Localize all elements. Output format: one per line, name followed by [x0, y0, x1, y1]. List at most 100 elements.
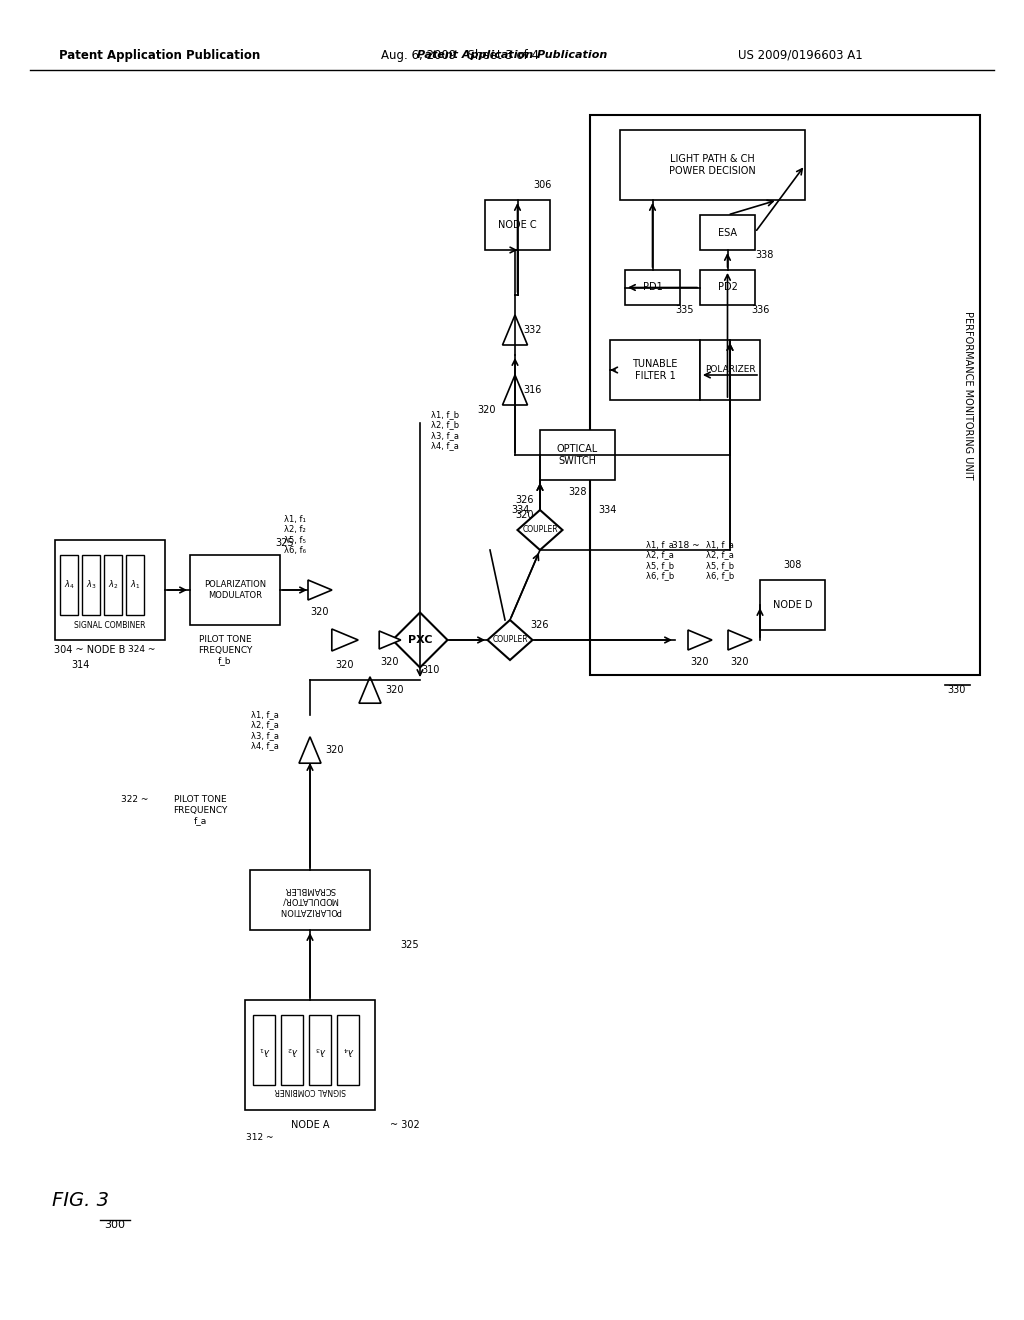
- Text: 332: 332: [523, 325, 543, 335]
- Bar: [625, 271, 680, 305]
- Bar: [82, 554, 100, 615]
- Bar: [760, 579, 825, 630]
- Text: TUNABLE
FILTER 1: TUNABLE FILTER 1: [632, 359, 678, 380]
- Text: 325: 325: [400, 940, 419, 950]
- Text: PILOT TONE
FREQUENCY
f_a: PILOT TONE FREQUENCY f_a: [173, 795, 227, 825]
- Text: FIG. 3: FIG. 3: [51, 1191, 109, 1209]
- Polygon shape: [517, 510, 562, 550]
- Bar: [281, 1015, 303, 1085]
- Text: λ1, f_a
λ2, f_a
λ5, f_b
λ6, f_b: λ1, f_a λ2, f_a λ5, f_b λ6, f_b: [706, 540, 734, 579]
- Text: POLARIZATION
MODULATOR/
SCRAMBLER: POLARIZATION MODULATOR/ SCRAMBLER: [279, 886, 341, 915]
- Text: 312 ~: 312 ~: [246, 1134, 273, 1143]
- Text: COUPLER: COUPLER: [493, 635, 527, 644]
- Text: NODE C: NODE C: [499, 220, 537, 230]
- Text: 316: 316: [524, 385, 542, 395]
- Text: λ1, f_b
λ2, f_b
λ3, f_a
λ4, f_a: λ1, f_b λ2, f_b λ3, f_a λ4, f_a: [431, 411, 459, 450]
- Text: NODE A: NODE A: [291, 1119, 330, 1130]
- Text: SIGNAL COMBINER: SIGNAL COMBINER: [75, 620, 145, 630]
- Text: PD2: PD2: [718, 282, 737, 293]
- Text: 322 ~: 322 ~: [121, 796, 148, 804]
- Bar: [485, 201, 550, 249]
- Text: 326: 326: [516, 495, 535, 506]
- Bar: [610, 341, 700, 400]
- Bar: [245, 1001, 375, 1110]
- Text: Aug. 6, 2009   Sheet 3 of 4: Aug. 6, 2009 Sheet 3 of 4: [381, 49, 539, 62]
- Bar: [190, 554, 280, 624]
- Text: 324 ~: 324 ~: [128, 645, 155, 655]
- Polygon shape: [688, 630, 712, 649]
- Text: 320: 320: [381, 657, 399, 667]
- Bar: [700, 215, 755, 249]
- Text: 335: 335: [676, 305, 694, 315]
- Polygon shape: [332, 630, 358, 651]
- Text: 318 ~: 318 ~: [673, 540, 700, 549]
- Text: 314: 314: [71, 660, 89, 671]
- Text: 304 ~ NODE B: 304 ~ NODE B: [54, 645, 126, 655]
- Bar: [104, 554, 122, 615]
- Text: 338: 338: [756, 249, 774, 260]
- Bar: [60, 554, 78, 615]
- Text: 334: 334: [511, 506, 529, 515]
- Text: 334: 334: [598, 506, 616, 515]
- Text: 320: 320: [326, 744, 344, 755]
- Text: POLARIZATION
MODULATOR: POLARIZATION MODULATOR: [204, 581, 266, 599]
- Text: $\lambda_1$: $\lambda_1$: [130, 578, 140, 591]
- Polygon shape: [308, 579, 332, 601]
- Text: 320: 320: [336, 660, 354, 671]
- Bar: [337, 1015, 359, 1085]
- Text: PD1: PD1: [643, 282, 663, 293]
- Bar: [540, 430, 615, 480]
- Bar: [700, 341, 760, 400]
- Text: COUPLER: COUPLER: [522, 525, 558, 535]
- Bar: [700, 271, 755, 305]
- Text: 310: 310: [421, 665, 439, 675]
- Text: PILOT TONE
FREQUENCY
f_b: PILOT TONE FREQUENCY f_b: [198, 635, 252, 665]
- Polygon shape: [359, 677, 381, 704]
- Bar: [55, 540, 165, 640]
- Bar: [309, 1015, 331, 1085]
- Text: 325: 325: [275, 539, 294, 548]
- Text: $\lambda_4$: $\lambda_4$: [342, 1044, 353, 1056]
- Text: 320: 320: [516, 510, 535, 520]
- Text: 326: 326: [530, 620, 549, 630]
- Text: 320: 320: [386, 685, 404, 696]
- Text: NODE D: NODE D: [773, 601, 812, 610]
- Bar: [126, 554, 144, 615]
- Text: $\lambda_3$: $\lambda_3$: [86, 578, 96, 591]
- Text: 320: 320: [310, 607, 330, 616]
- Text: ~ 302: ~ 302: [390, 1119, 420, 1130]
- Text: $\lambda_3$: $\lambda_3$: [314, 1044, 326, 1056]
- Text: US 2009/0196603 A1: US 2009/0196603 A1: [737, 49, 862, 62]
- Text: Patent Application Publication: Patent Application Publication: [59, 49, 261, 62]
- Text: $\lambda_1$: $\lambda_1$: [258, 1044, 269, 1056]
- Polygon shape: [503, 315, 527, 345]
- Text: 308: 308: [783, 560, 802, 570]
- Text: λ1, f_a
λ2, f_a
λ3, f_a
λ4, f_a: λ1, f_a λ2, f_a λ3, f_a λ4, f_a: [251, 710, 279, 750]
- Text: 328: 328: [568, 487, 587, 498]
- Bar: [590, 115, 980, 675]
- Text: 320: 320: [478, 405, 497, 414]
- Polygon shape: [299, 737, 321, 763]
- Text: 320: 320: [691, 657, 710, 667]
- Text: LIGHT PATH & CH
POWER DECISION: LIGHT PATH & CH POWER DECISION: [669, 154, 756, 176]
- Text: $\lambda_2$: $\lambda_2$: [287, 1044, 298, 1056]
- Polygon shape: [379, 631, 400, 649]
- Text: 300: 300: [104, 1220, 126, 1230]
- Bar: [620, 129, 805, 201]
- Text: ESA: ESA: [718, 227, 737, 238]
- Bar: [253, 1015, 275, 1085]
- Text: POLARIZER: POLARIZER: [705, 366, 756, 375]
- Text: λ1, f₁
λ2, f₂
λ5, f₅
λ6, f₆: λ1, f₁ λ2, f₂ λ5, f₅ λ6, f₆: [284, 515, 306, 556]
- Polygon shape: [728, 630, 752, 649]
- Text: 330: 330: [947, 685, 966, 696]
- Text: Patent Application Publication: Patent Application Publication: [417, 50, 607, 59]
- Text: PERFORMANCE MONITORING UNIT: PERFORMANCE MONITORING UNIT: [963, 310, 973, 479]
- Bar: [250, 870, 370, 931]
- Polygon shape: [487, 620, 532, 660]
- Text: 320: 320: [731, 657, 750, 667]
- Text: SIGNAL COMBINER: SIGNAL COMBINER: [274, 1085, 346, 1094]
- Polygon shape: [503, 375, 527, 405]
- Text: OPTICAL
SWITCH: OPTICAL SWITCH: [557, 445, 598, 466]
- Text: $\lambda_2$: $\lambda_2$: [108, 578, 118, 591]
- Text: 306: 306: [534, 180, 552, 190]
